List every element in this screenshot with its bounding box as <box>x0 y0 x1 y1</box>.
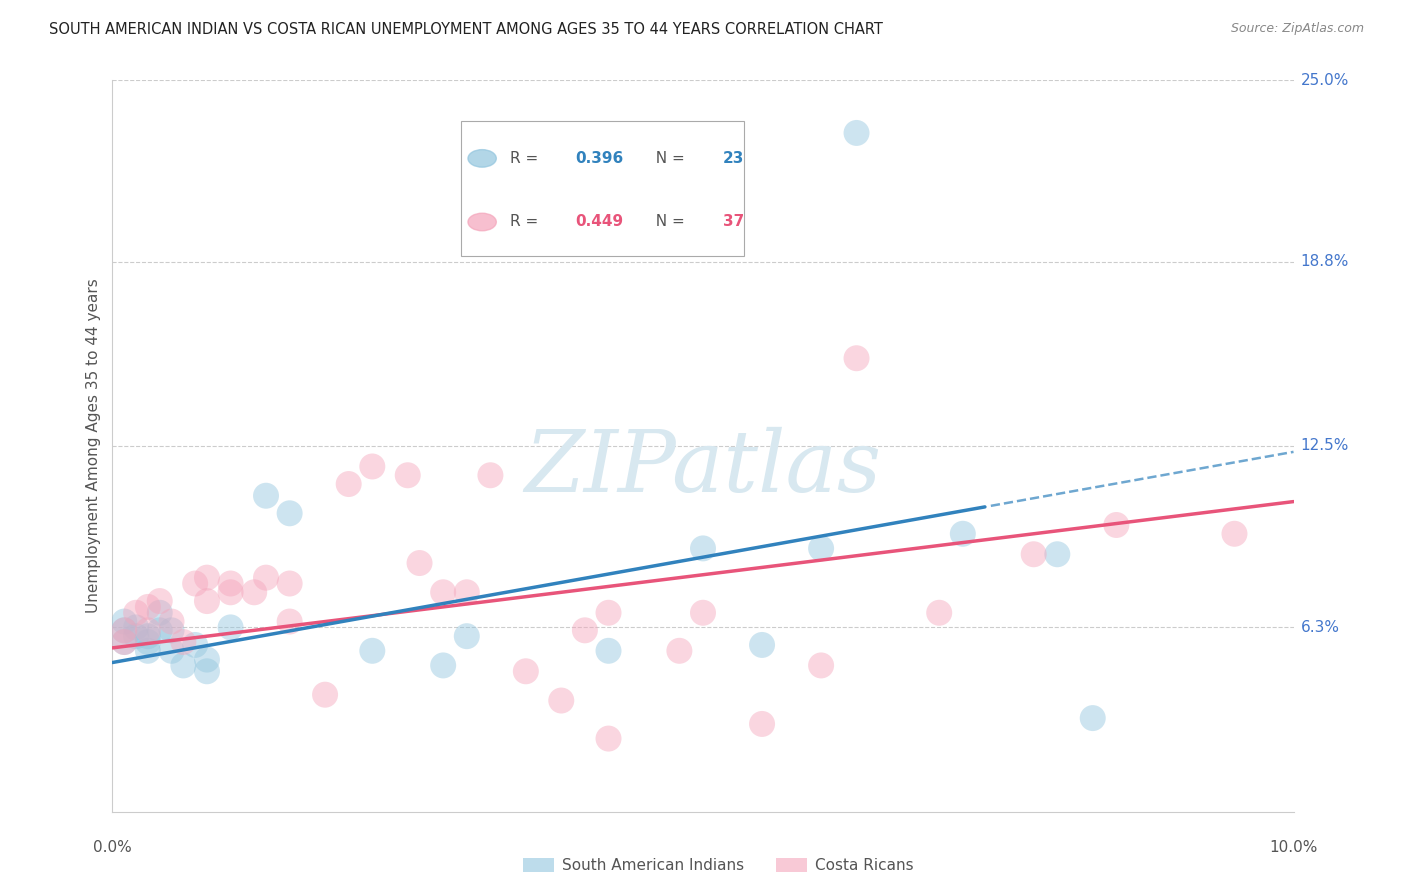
Text: SOUTH AMERICAN INDIAN VS COSTA RICAN UNEMPLOYMENT AMONG AGES 35 TO 44 YEARS CORR: SOUTH AMERICAN INDIAN VS COSTA RICAN UNE… <box>49 22 883 37</box>
Point <box>219 576 242 591</box>
Point <box>219 585 242 599</box>
Point <box>668 644 690 658</box>
Point <box>928 606 950 620</box>
Point <box>112 635 135 649</box>
Point <box>432 658 454 673</box>
Point <box>112 615 135 629</box>
Text: 23: 23 <box>723 151 744 166</box>
Point <box>219 620 242 634</box>
Circle shape <box>468 213 496 231</box>
Point <box>751 717 773 731</box>
Point <box>598 606 620 620</box>
Point <box>136 624 159 638</box>
Point <box>456 585 478 599</box>
Point <box>254 489 277 503</box>
Point <box>172 635 194 649</box>
Point <box>172 658 194 673</box>
Point <box>149 594 172 608</box>
Text: South American Indians: South American Indians <box>562 858 745 872</box>
Text: 0.449: 0.449 <box>575 214 624 229</box>
Point <box>810 541 832 556</box>
Point <box>1046 547 1069 561</box>
Point <box>810 658 832 673</box>
Text: N =: N = <box>647 151 690 166</box>
Text: R =: R = <box>510 151 544 166</box>
Text: 0.0%: 0.0% <box>93 840 132 855</box>
Point <box>361 644 384 658</box>
Point <box>845 126 868 140</box>
Point <box>195 652 218 666</box>
Point <box>149 606 172 620</box>
Point <box>184 638 207 652</box>
Point <box>598 731 620 746</box>
Point <box>1105 518 1128 533</box>
Point <box>692 541 714 556</box>
Text: 12.5%: 12.5% <box>1301 439 1348 453</box>
Y-axis label: Unemployment Among Ages 35 to 44 years: Unemployment Among Ages 35 to 44 years <box>86 278 101 614</box>
Point <box>160 624 183 638</box>
Point <box>254 571 277 585</box>
Point <box>243 585 266 599</box>
Point <box>1223 526 1246 541</box>
Point <box>112 624 135 638</box>
Point <box>278 615 301 629</box>
Point <box>1022 547 1045 561</box>
Point <box>515 665 537 679</box>
Point <box>195 594 218 608</box>
Text: ZIPatlas: ZIPatlas <box>524 426 882 509</box>
Point <box>195 571 218 585</box>
Point <box>136 599 159 614</box>
Point <box>136 635 159 649</box>
Point <box>692 606 714 620</box>
Text: Costa Ricans: Costa Ricans <box>815 858 914 872</box>
Point <box>112 624 135 638</box>
Point <box>278 576 301 591</box>
Text: 10.0%: 10.0% <box>1270 840 1317 855</box>
Point <box>598 644 620 658</box>
Text: 0.396: 0.396 <box>575 151 624 166</box>
Point <box>361 459 384 474</box>
Point <box>432 585 454 599</box>
Point <box>149 624 172 638</box>
Point <box>952 526 974 541</box>
Point <box>479 468 502 483</box>
Text: 37: 37 <box>723 214 744 229</box>
Point <box>125 629 148 643</box>
Point <box>396 468 419 483</box>
Point <box>125 620 148 634</box>
Point <box>337 477 360 491</box>
Point <box>160 644 183 658</box>
Point <box>112 635 135 649</box>
Text: 25.0%: 25.0% <box>1301 73 1348 87</box>
Point <box>136 644 159 658</box>
Point <box>845 351 868 366</box>
Point <box>456 629 478 643</box>
Circle shape <box>468 150 496 167</box>
Point <box>136 629 159 643</box>
Point <box>574 624 596 638</box>
Text: N =: N = <box>647 214 690 229</box>
Point <box>314 688 336 702</box>
Point <box>160 615 183 629</box>
FancyBboxPatch shape <box>461 120 744 256</box>
Point <box>1081 711 1104 725</box>
Point <box>184 576 207 591</box>
Point <box>751 638 773 652</box>
Point <box>278 506 301 520</box>
Point <box>550 693 572 707</box>
Point <box>408 556 430 570</box>
Text: Source: ZipAtlas.com: Source: ZipAtlas.com <box>1230 22 1364 36</box>
Text: 6.3%: 6.3% <box>1301 620 1340 635</box>
Text: 18.8%: 18.8% <box>1301 254 1348 269</box>
Text: R =: R = <box>510 214 544 229</box>
Point <box>125 606 148 620</box>
Point <box>195 665 218 679</box>
